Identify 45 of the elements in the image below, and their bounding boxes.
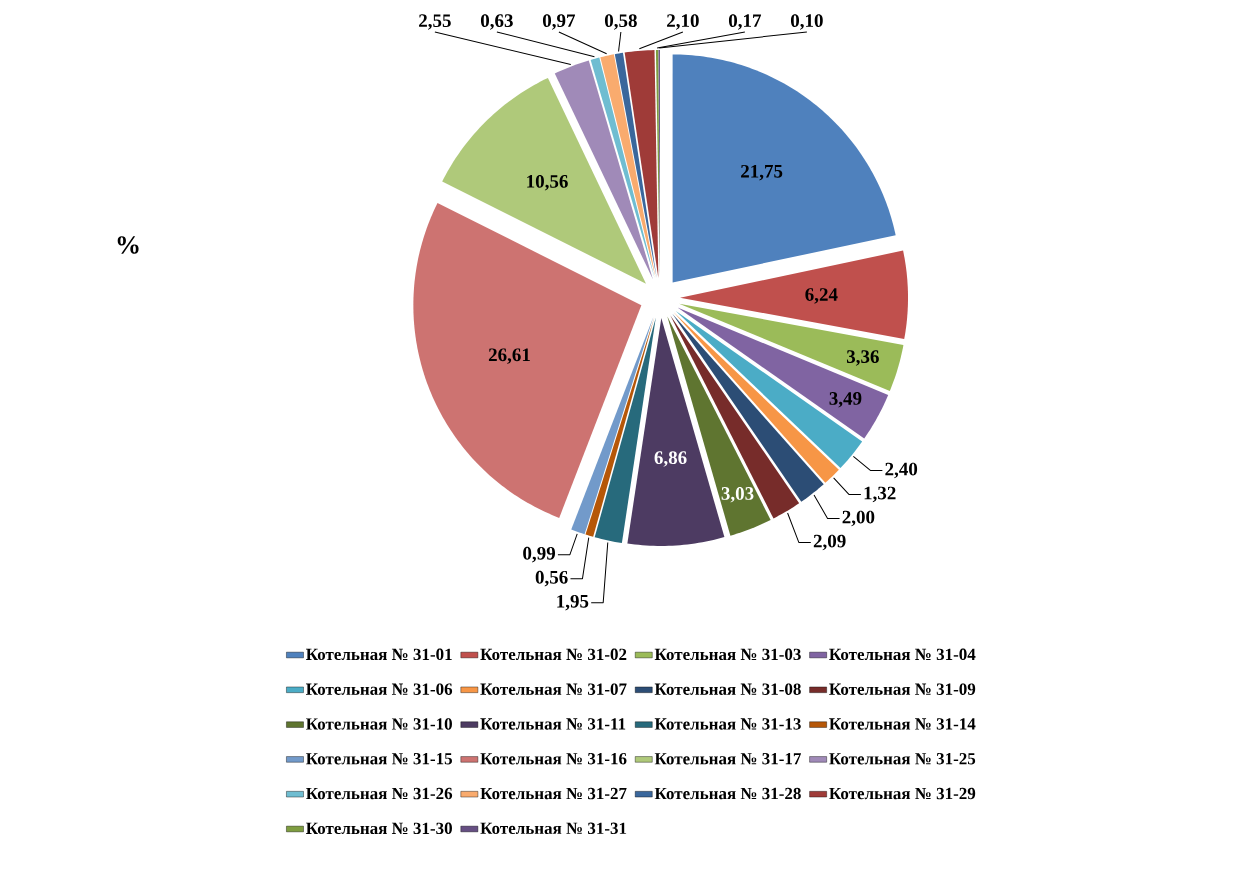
- data-label: 2,10: [667, 14, 699, 30]
- legend-label: Котельная № 31-04: [829, 648, 976, 661]
- data-label: 6,24: [805, 288, 838, 304]
- data-label: 3,36: [846, 350, 879, 366]
- legend-label: Котельная № 31-30: [306, 822, 452, 835]
- data-label: 0,97: [542, 14, 576, 30]
- data-label: 3,03: [721, 487, 754, 503]
- legend-label: Котельная № 31-31: [480, 822, 627, 835]
- data-label: 0,58: [604, 14, 637, 30]
- legend-label: Котельная № 31-15: [306, 753, 452, 765]
- data-label: 26,61: [488, 348, 530, 364]
- data-label: 0,10: [790, 14, 823, 30]
- legend-label: Котельная № 31-25: [829, 753, 976, 765]
- data-label: 21,75: [741, 164, 783, 181]
- legend-label: Котельная № 31-01: [306, 648, 452, 661]
- data-label: 0,17: [728, 14, 762, 30]
- legend-label: Котельная № 31-17: [654, 753, 801, 765]
- data-label: 1,95: [557, 594, 589, 611]
- data-label: 2,00: [842, 510, 875, 527]
- legend-label: Котельная № 31-08: [654, 683, 801, 695]
- legend-label: Котельная № 31-28: [654, 787, 801, 800]
- legend-label: Котельная № 31-06: [306, 683, 453, 695]
- legend-label: Котельная № 31-14: [829, 718, 976, 730]
- text: %: [117, 236, 139, 254]
- data-label: 3,49: [829, 392, 862, 408]
- data-label: 0,99: [523, 546, 556, 563]
- data-label: 2,09: [813, 534, 846, 551]
- data-label: 0,56: [535, 570, 568, 587]
- legend-label: Котельная № 31-16: [480, 753, 627, 765]
- legend-label: Котельная № 31-07: [480, 683, 627, 695]
- legend-label: Котельная № 31-27: [480, 787, 627, 800]
- data-label: 0,63: [480, 14, 513, 30]
- legend-label: Котельная № 31-13: [654, 718, 801, 730]
- legend-label: Котельная № 31-02: [480, 648, 627, 661]
- data-label: 6,86: [654, 451, 687, 467]
- data-label: 2,40: [885, 462, 918, 479]
- data-label: 1,32: [864, 486, 896, 503]
- legend-label: Котельная № 31-03: [654, 648, 801, 661]
- data-label: 2,55: [419, 14, 451, 30]
- legend-label: Котельная № 31-26: [306, 787, 453, 800]
- data-label: 10,56: [527, 174, 568, 191]
- legend-label: Котельная № 31-10: [306, 718, 452, 730]
- legend-label: Котельная № 31-09: [829, 683, 976, 695]
- legend-label: Котельная № 31-29: [829, 787, 976, 800]
- legend-label: Котельная № 31-11: [480, 718, 626, 730]
